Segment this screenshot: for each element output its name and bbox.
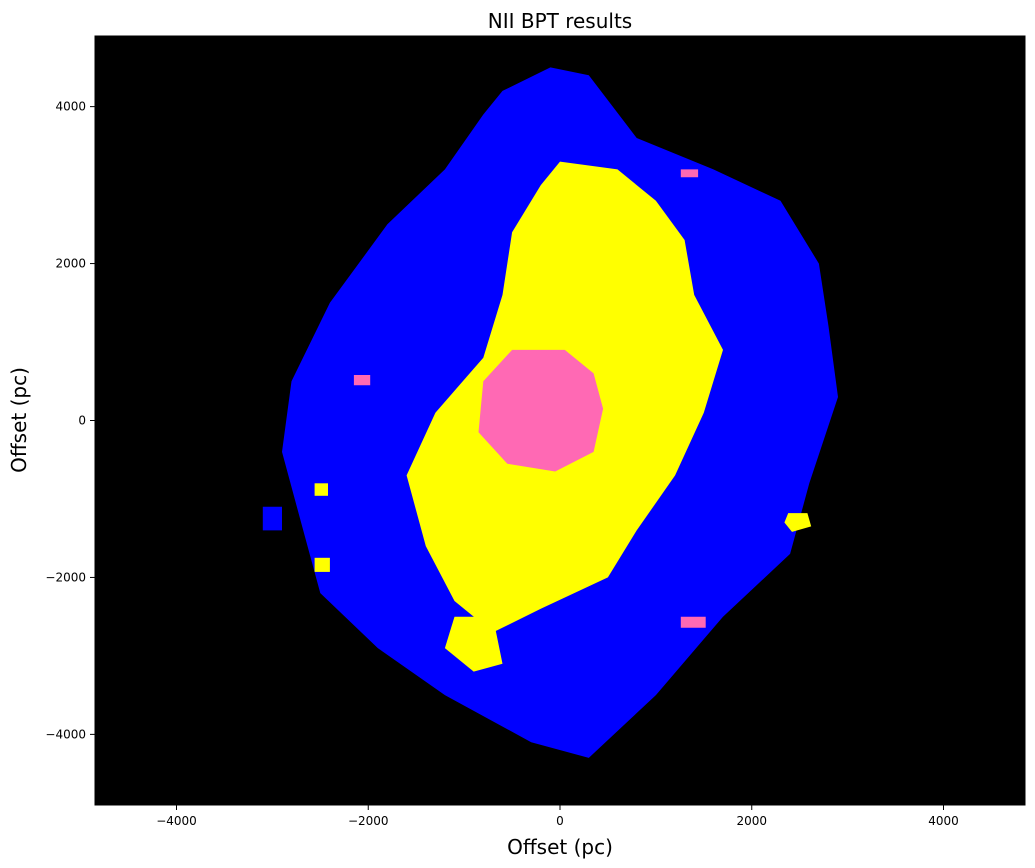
x-tick-label: −2000 [348,814,389,828]
region-yellow-3 [444,616,503,672]
y-tick-label: −2000 [45,570,86,584]
y-tick-label: 0 [78,414,86,428]
plot-area [94,35,1026,806]
x-tick-label: 4000 [928,814,959,828]
chart-title: NII BPT results [488,9,632,33]
region-yellow-7 [314,557,330,572]
y-tick-label: −4000 [45,727,86,741]
y-axis-title: Offset (pc) [7,367,31,473]
y-axis: −4000 −2000 0 2000 4000 [45,100,95,741]
y-tick-label: 2000 [55,257,86,271]
x-axis: −4000 −2000 0 2000 4000 [156,805,959,828]
region-pink-10 [680,169,699,178]
x-axis-title: Offset (pc) [507,835,613,859]
x-tick-label: −4000 [156,814,197,828]
region-yellow-8 [314,483,328,496]
region-pink-5 [478,349,604,472]
x-tick-label: 2000 [736,814,767,828]
region-pink-11 [680,616,706,628]
y-tick-label: 4000 [55,100,86,114]
region-pink-9 [353,375,371,386]
x-tick-label: 0 [556,814,564,828]
region-yellow-6 [784,513,812,532]
region-blue-1 [262,506,282,531]
